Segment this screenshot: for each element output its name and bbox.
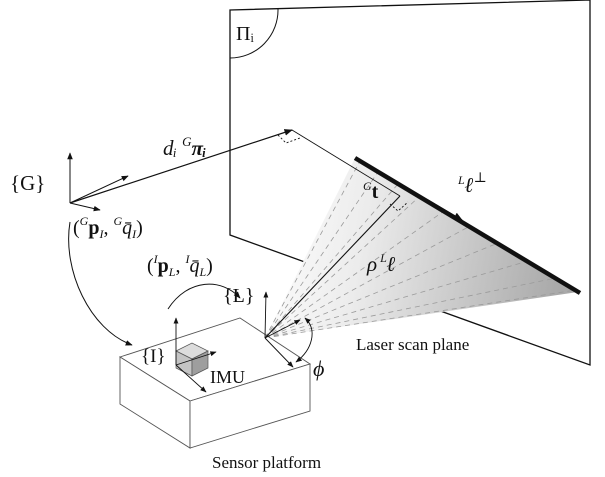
phi-angle-arc: [295, 317, 313, 363]
pose-l-label: (IpL, Iq̄L): [147, 252, 213, 279]
t-label: Gt: [363, 179, 379, 203]
distance-label: dᵢ Gπᵢ: [163, 134, 207, 160]
laser-frame-label: {L}: [223, 285, 254, 307]
vector-l-perp: [427, 199, 463, 221]
scan-plane-label: Laser scan plane: [356, 335, 469, 354]
right-angle-plane: [277, 134, 301, 144]
l-perp-label: Lℓ⊥: [457, 171, 487, 197]
vector-d-pi: [69, 129, 293, 204]
rho-label: ρ Lℓ: [366, 251, 396, 276]
platform-label: Sensor platform: [212, 453, 321, 472]
scan-line: [353, 156, 582, 295]
imu-frame-label: {I}: [141, 346, 166, 367]
laser-fan: [265, 158, 578, 338]
plane-pi-corner-arc: [229, 8, 279, 59]
global-frame-label: {G}: [10, 171, 45, 195]
imu-cube: [175, 342, 209, 377]
vector-t: [264, 195, 401, 339]
phi-label: ϕ: [313, 356, 324, 381]
global-frame-axes: [67, 152, 129, 212]
transform-arrow-il: [167, 283, 241, 310]
imu-frame-axes: [173, 317, 217, 393]
transform-arrow-g: [68, 221, 133, 346]
laser-frame-axes: [263, 291, 301, 368]
plane-label: Πᵢ: [236, 23, 254, 45]
perpendicular-to-scan-line: [291, 129, 401, 197]
pose-g-label: (GpI, Gq̄I): [73, 214, 143, 241]
sensor-platform-box: [118, 317, 312, 449]
imu-label: IMU: [210, 367, 245, 387]
plane-pi-outline: [229, 0, 591, 366]
